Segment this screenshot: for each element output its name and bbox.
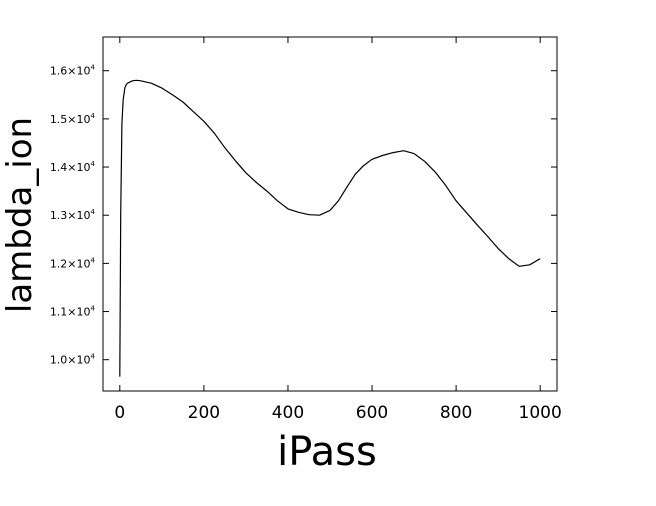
y-tick-label: 1.0×104 xyxy=(50,353,96,367)
y-axis: 1.0×104 1.1×104 1.2×104 1.3×104 1.4×104 1.5×1… xyxy=(50,64,557,367)
series-layer xyxy=(119,79,541,377)
y-axis-title: lambda_ion xyxy=(0,117,40,313)
y-tick-label: 1.4×104 xyxy=(50,160,96,174)
series-line xyxy=(119,79,541,377)
x-tick-label: 0 xyxy=(114,403,125,423)
y-tick-label: 1.1×104 xyxy=(50,305,96,319)
y-tick-label: 1.6×104 xyxy=(50,64,96,78)
y-tick-label: 1.3×104 xyxy=(50,208,96,222)
x-tick-label: 800 xyxy=(440,403,472,423)
x-axis-title: iPass xyxy=(277,429,377,475)
x-tick-label: 600 xyxy=(356,403,388,423)
x-tick-label: 1000 xyxy=(519,403,562,423)
x-tick-label: 400 xyxy=(272,403,304,423)
y-tick-label: 1.5×104 xyxy=(50,112,96,126)
y-tick-label: 1.2×104 xyxy=(50,256,96,270)
x-axis: 0 200 400 600 800 1000 xyxy=(114,37,562,423)
plot-frame xyxy=(102,36,558,392)
x-tick-label: 200 xyxy=(188,403,220,423)
